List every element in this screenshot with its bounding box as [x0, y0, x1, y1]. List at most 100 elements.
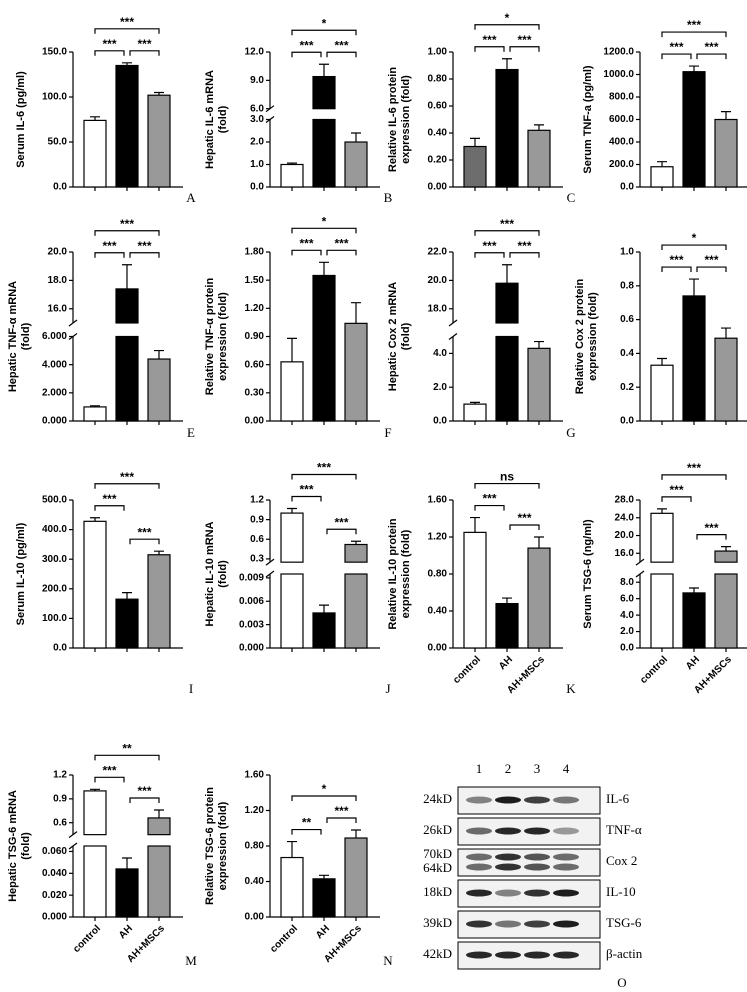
y-tick-label: 0.0: [53, 643, 67, 654]
error-bar: [502, 58, 512, 70]
y-tick-label: 300.0: [42, 554, 67, 565]
significance-label: ***: [334, 804, 348, 818]
significance-label: ***: [517, 239, 531, 253]
blot-band: [495, 796, 521, 804]
significance-bracket: [509, 46, 540, 52]
significance-label: ***: [299, 236, 313, 250]
lane-number: 3: [534, 761, 541, 776]
blot-band: [524, 951, 550, 959]
axis-break: [68, 333, 78, 340]
significance-label: *: [692, 231, 697, 245]
error-bar: [122, 264, 132, 289]
panel-label: E: [187, 425, 195, 440]
protein-name: IL-6: [606, 791, 630, 806]
y-axis-label: Hepatic IL-6 mRNA: [204, 70, 216, 169]
blot-band: [495, 889, 521, 897]
y-tick-label: 1.20: [245, 805, 265, 816]
y-tick-label: 0.60: [245, 359, 265, 370]
y-tick-label: 400.0: [609, 137, 634, 148]
bar: [495, 335, 519, 422]
panel-label: I: [189, 681, 193, 696]
bar: [344, 141, 368, 188]
y-axis-label: Hepatic Cox 2 mRNA: [387, 282, 399, 391]
error-bar: [721, 546, 731, 552]
blot-band: [466, 863, 492, 871]
y-tick-label: 1.00: [428, 47, 448, 58]
significance-label: ***: [299, 483, 313, 497]
bar: [344, 837, 368, 918]
molecular-weight: 70kD: [423, 846, 452, 861]
y-tick-label: 0.30: [245, 387, 265, 398]
significance-label: ***: [704, 253, 718, 267]
blot-band: [466, 827, 492, 835]
significance-bracket: [291, 51, 322, 58]
y-tick-label: 0.20: [428, 155, 448, 166]
x-tick-label: control: [451, 654, 483, 686]
x-tick-label: control: [268, 923, 300, 955]
significance-bracket: [509, 252, 540, 258]
blot-band: [524, 853, 550, 861]
significance-bracket: [94, 483, 160, 489]
blot-band: [553, 889, 579, 897]
significance-bracket: [326, 51, 357, 58]
y-axis-label: Serum TSG-6 (ng/ml): [582, 519, 594, 629]
y-tick-label: 0.0: [53, 182, 67, 193]
significance-label: ***: [669, 253, 683, 267]
error-bar: [657, 161, 667, 167]
significance-label: ***: [137, 784, 151, 798]
axis-break: [265, 105, 275, 113]
significance-label: **: [302, 816, 312, 830]
y-axis-label: (fold): [400, 322, 412, 350]
error-bar: [287, 337, 297, 362]
y-tick-label: 28.0: [615, 495, 635, 506]
y-tick-label: 4.0: [433, 348, 447, 359]
error-bar: [534, 340, 544, 349]
bar: [714, 550, 738, 563]
y-axis-label: expression (fold): [400, 529, 412, 618]
molecular-weight: 39kD: [423, 915, 452, 930]
significance-label: ***: [482, 239, 496, 253]
bar: [83, 790, 107, 836]
blot-band: [524, 920, 550, 928]
y-tick-label: 0.000: [42, 416, 67, 427]
y-tick-label: 4.0: [620, 610, 634, 621]
y-tick-label: 0.8: [620, 280, 634, 291]
significance-bracket: [509, 524, 540, 530]
x-tick-label: control: [638, 654, 670, 686]
y-axis-label: (fold): [20, 832, 32, 860]
y-tick-label: 12.0: [245, 47, 265, 58]
significance-label: ***: [482, 492, 496, 506]
bar: [714, 118, 738, 188]
y-tick-label: 0.40: [245, 876, 265, 887]
x-tick-label: control: [71, 923, 103, 955]
y-tick-label: 400.0: [42, 524, 67, 535]
significance-label: ***: [334, 515, 348, 529]
y-tick-label: 0.3: [250, 554, 264, 565]
molecular-weight: 24kD: [423, 791, 452, 806]
significance-bracket: [291, 495, 322, 502]
bar: [527, 547, 551, 649]
error-bar: [287, 162, 297, 165]
bar: [115, 868, 139, 918]
blot-strip: [457, 848, 601, 877]
bar: [463, 531, 487, 649]
bar: [280, 573, 304, 649]
error-bar: [657, 508, 667, 514]
significance-bracket: [94, 776, 125, 783]
significance-label: ***: [687, 461, 701, 475]
significance-bracket: [474, 46, 505, 52]
y-tick-label: 600.0: [609, 114, 634, 125]
y-axis-label: Relative Cox 2 protein: [574, 278, 586, 394]
y-axis-label: expression (fold): [400, 75, 412, 164]
significance-label: ***: [669, 483, 683, 497]
x-tick-label: AH: [314, 923, 332, 941]
panel-label: J: [385, 681, 390, 696]
error-bar: [122, 62, 132, 66]
y-axis-label: (fold): [20, 322, 32, 350]
bar: [115, 335, 139, 422]
bar: [344, 322, 368, 422]
significance-bracket: [129, 252, 160, 258]
y-axis-label: expression (fold): [217, 292, 229, 381]
y-tick-label: 0.00: [245, 912, 265, 923]
significance-bracket: [291, 828, 322, 835]
